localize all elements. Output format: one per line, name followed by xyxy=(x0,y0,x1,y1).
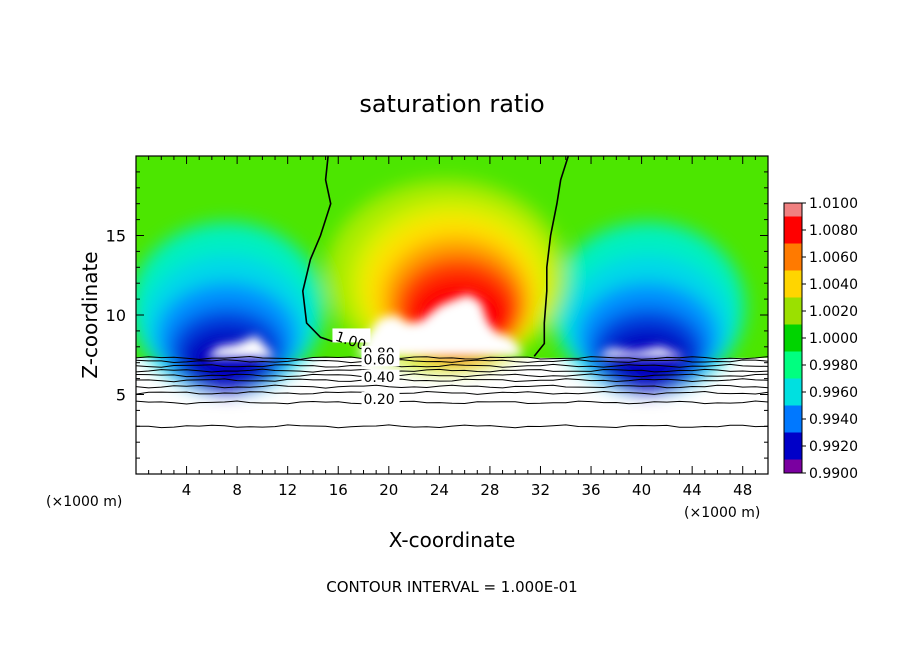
contour-line-5 xyxy=(136,378,768,383)
field-blobs xyxy=(136,179,746,392)
x-tick-label: 32 xyxy=(531,481,550,499)
x-tick-label: 28 xyxy=(480,481,499,499)
contour-label: 0.20 xyxy=(364,392,395,408)
saturation-contour-left xyxy=(301,156,335,343)
x-tick-label: 8 xyxy=(232,481,242,499)
y-axis-label: Z-coordinate xyxy=(78,251,102,378)
colorbar-label: 1.0000 xyxy=(809,331,858,347)
contour-line-6 xyxy=(136,384,768,389)
colorbar-label: 0.9900 xyxy=(809,466,858,482)
colorbar-swatch xyxy=(784,297,802,312)
contour-line-3 xyxy=(136,368,768,373)
colorbar-label: 1.0040 xyxy=(809,277,858,293)
colorbar-swatch xyxy=(784,365,802,379)
color-field xyxy=(136,156,768,474)
right-bump xyxy=(597,346,686,358)
contour-label-bg xyxy=(332,328,371,343)
colorbar-swatch xyxy=(784,230,802,244)
colorbar-swatch xyxy=(784,392,802,406)
colorbar-label: 1.0080 xyxy=(809,223,858,239)
chart-title: saturation ratio xyxy=(359,90,544,118)
contour-label-bg xyxy=(361,352,400,367)
colorbar-swatch xyxy=(784,432,802,447)
x-unit-left: (×1000 m) xyxy=(46,494,122,510)
colorbar-swatch xyxy=(784,405,802,420)
x-tick-label: 48 xyxy=(733,481,752,499)
colorbar-swatch xyxy=(784,446,802,460)
colorbar-label: 0.9960 xyxy=(809,385,858,401)
contour-line-1 xyxy=(136,359,768,364)
contour-line-2 xyxy=(136,363,768,368)
colorbar-label: 0.9940 xyxy=(809,412,858,428)
right-dry-zone-layer-4 xyxy=(602,327,694,392)
colorbar-swatch xyxy=(784,203,802,217)
colorbar-swatch xyxy=(784,419,802,433)
colorbar-swatch xyxy=(784,338,802,352)
colorbar-swatch xyxy=(784,284,802,298)
contour-lines xyxy=(136,156,768,429)
contour-label-bg xyxy=(361,369,400,384)
colorbar-label: 0.9980 xyxy=(809,358,858,374)
colorbar-label: 0.9920 xyxy=(809,439,858,455)
contour-labels: 1.000.800.600.400.20 xyxy=(332,328,400,408)
contour-line-8 xyxy=(136,400,768,405)
plot-area xyxy=(136,156,768,474)
colorbar-swatch xyxy=(784,216,802,231)
x-tick-label: 40 xyxy=(632,481,651,499)
y-tick-label: 5 xyxy=(116,386,126,405)
colorbar-swatch xyxy=(784,270,802,285)
colorbar-swatch xyxy=(784,378,802,393)
x-tick-label: 36 xyxy=(581,481,600,499)
contour-label-bg xyxy=(361,392,400,407)
x-tick-label: 20 xyxy=(379,481,398,499)
field-core xyxy=(205,294,686,358)
x-tick-label: 24 xyxy=(430,481,449,499)
x-tick-label: 4 xyxy=(182,481,192,499)
contour-line-4 xyxy=(136,373,768,378)
x-axis-label: X-coordinate xyxy=(389,528,516,552)
colorbar-label: 1.0020 xyxy=(809,304,858,320)
colorbar-label: 1.0060 xyxy=(809,250,858,266)
contour-label: 0.60 xyxy=(364,352,395,368)
colorbar-swatch xyxy=(784,324,802,339)
colorbar-swatch xyxy=(784,351,802,366)
x-tick-label: 44 xyxy=(683,481,702,499)
colorbar-label: 1.0100 xyxy=(809,196,858,212)
x-ticks: 4 8 12 16 20 24 28 32 36 40 44 48 xyxy=(148,156,756,499)
y-ticks: 5 10 15 xyxy=(106,171,768,459)
y-tick-label: 15 xyxy=(106,227,126,246)
plume-core xyxy=(357,294,522,357)
saturation-contour-right xyxy=(533,156,570,357)
contour-label: 0.40 xyxy=(364,370,395,386)
colorbar-swatch xyxy=(784,311,802,325)
x-tick-label: 16 xyxy=(329,481,348,499)
y-tick-label: 10 xyxy=(106,306,126,325)
contour-line-9 xyxy=(136,424,768,429)
colorbar-swatch xyxy=(784,257,802,271)
colorbar: 1.0100 1.0080 1.0060 1.0040 1.0020 1.0000 0.99… xyxy=(783,196,858,482)
contour-line-0 xyxy=(136,355,768,360)
left-bump xyxy=(205,335,275,358)
x-unit-right: (×1000 m) xyxy=(684,505,760,521)
colorbar-swatch xyxy=(784,243,802,258)
colorbar-swatch xyxy=(784,459,802,474)
contour-line-7 xyxy=(136,390,768,395)
x-tick-label: 12 xyxy=(278,481,297,499)
contour-interval-note: CONTOUR INTERVAL = 1.000E-01 xyxy=(326,578,577,596)
